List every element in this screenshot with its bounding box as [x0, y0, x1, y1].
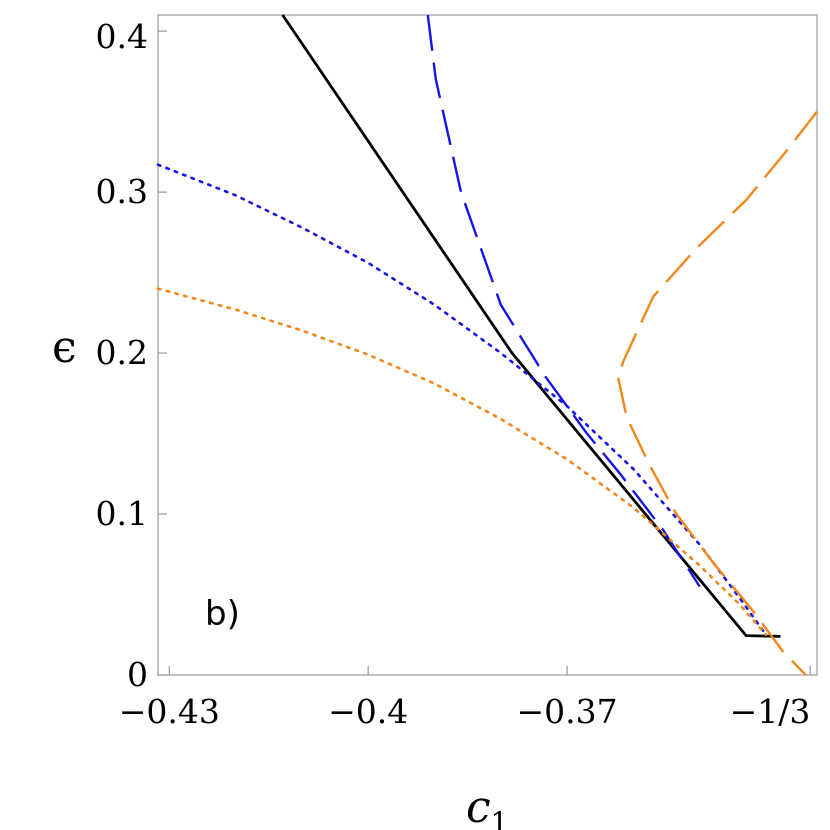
ticks-layer: −0.43 −0.4 −0.37 −1/3 0 0.1 0.2 0.3 0.4 — [96, 17, 811, 731]
x-tick-label: −0.43 — [119, 692, 220, 731]
y-tick-label: 0.1 — [96, 494, 148, 533]
series-1-blue-dashed-line — [426, 14, 701, 588]
y-axis-label: ϵ — [52, 322, 77, 373]
y-tick-label: 0.3 — [96, 172, 148, 211]
x-tick-label: −0.4 — [328, 692, 408, 731]
y-tick-label: 0.2 — [96, 333, 148, 372]
y-tick-label: 0.4 — [96, 17, 148, 56]
plot-frame — [157, 14, 818, 676]
y-tick-label: 0 — [127, 655, 148, 694]
labels-layer: c1 ϵ b) — [52, 322, 508, 830]
x-axis-label: c1 — [466, 782, 508, 830]
series-0-black-solid-line — [281, 14, 781, 638]
x-tick-label: −0.37 — [516, 692, 617, 731]
series-layer — [156, 14, 818, 676]
series-3-orange-dotted-line — [156, 287, 768, 637]
series-4-orange-dashed-line — [616, 110, 818, 676]
panel-label: b) — [205, 594, 240, 634]
x-tick-label: −1/3 — [730, 692, 811, 731]
